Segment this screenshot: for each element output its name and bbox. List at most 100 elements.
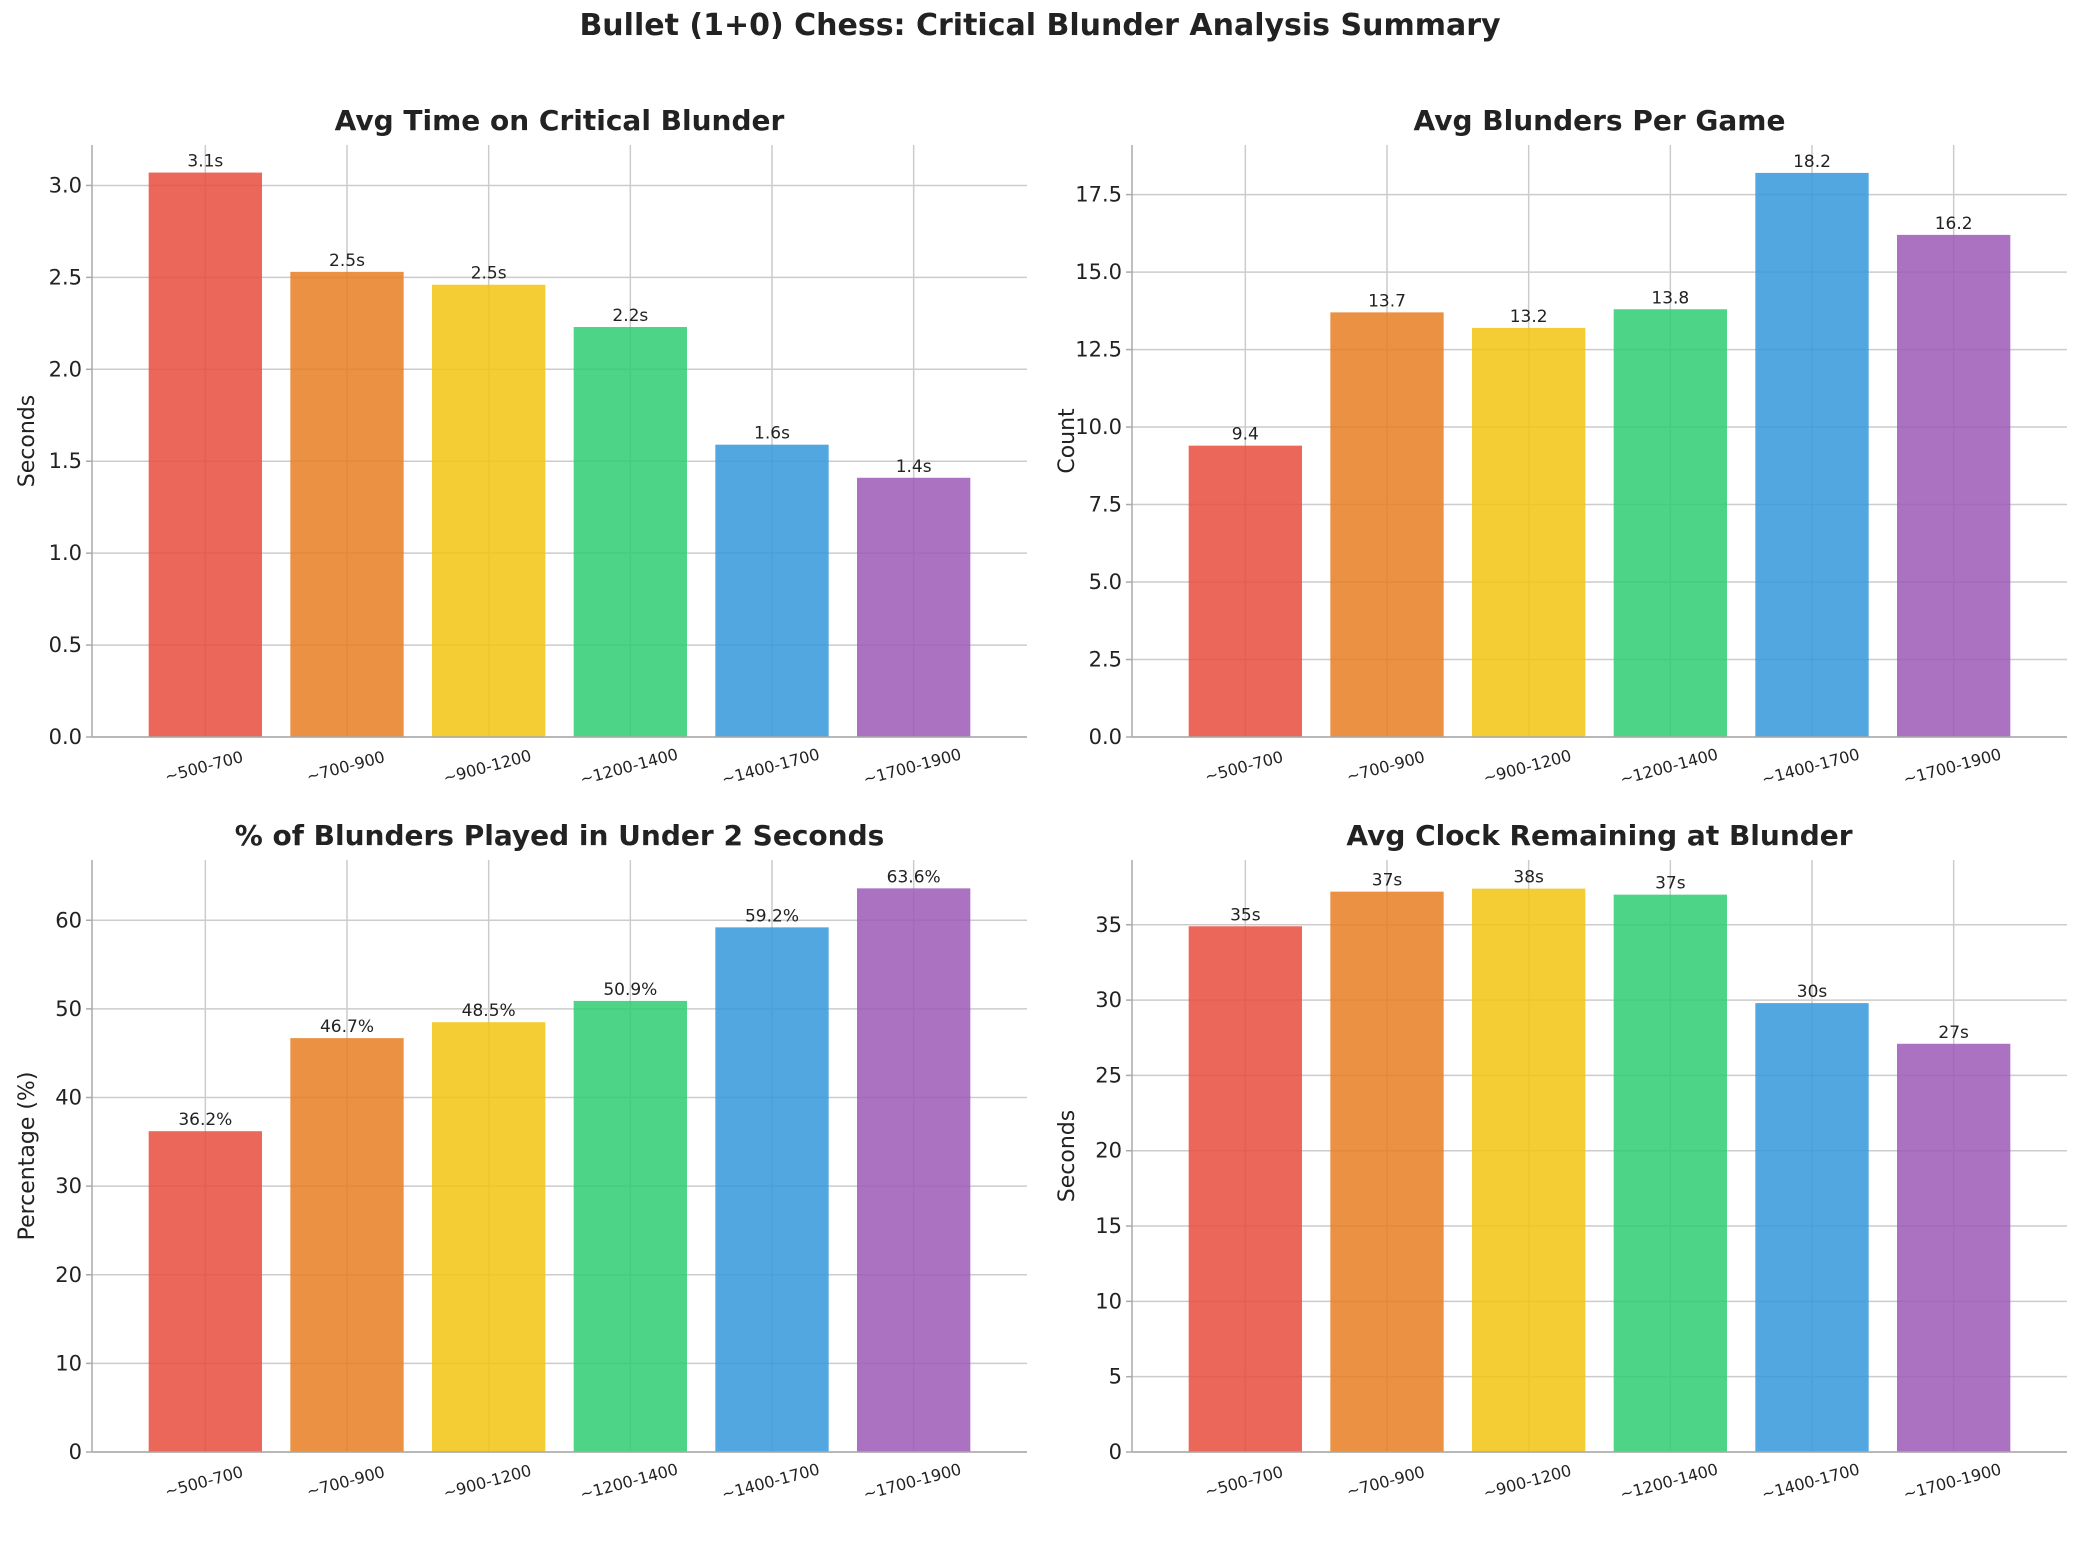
chart-title: Avg Clock Remaining at Blunder	[1346, 819, 1852, 852]
bar	[573, 1000, 687, 1452]
x-tick-label: ~1400-1700	[1760, 744, 1862, 788]
y-tick-label: 20	[1095, 1139, 1122, 1163]
bar	[290, 271, 404, 737]
figure-title: Bullet (1+0) Chess: Critical Blunder Ana…	[579, 8, 1501, 43]
data-label: 1.4s	[896, 457, 932, 477]
y-tick-label: 3.0	[49, 173, 82, 197]
x-tick-label: ~700-900	[304, 747, 386, 786]
data-label: 16.2	[1935, 214, 1973, 234]
x-tick-label: ~500-700	[163, 747, 245, 786]
data-label: 13.8	[1651, 288, 1689, 308]
x-tick-label: ~1700-1900	[1901, 744, 2003, 788]
data-label: 35s	[1230, 905, 1261, 925]
x-tick-label: ~700-900	[1344, 1462, 1426, 1501]
x-tick-label: ~700-900	[1344, 747, 1426, 786]
data-label: 38s	[1513, 868, 1544, 888]
data-label: 2.2s	[612, 306, 648, 326]
bar	[715, 927, 829, 1452]
data-label: 46.7%	[320, 1017, 374, 1037]
bar	[290, 1038, 404, 1452]
bar	[432, 284, 546, 737]
y-tick-label: 20	[55, 1263, 82, 1287]
data-label: 13.7	[1368, 291, 1406, 311]
chart-pct-blunders-under-2s: 36.2% 46.7% 48.5% 50.9% 59.2% 63.6% 0 10 20 30 40 5…	[0, 815, 1040, 1555]
chart-avg-clock-remaining: 35s 37s 38s 37s 30s 27s 0 5 10 15 20 25 30 35 ~500-700…	[1040, 815, 2080, 1555]
data-label: 63.6%	[887, 867, 941, 887]
chart-title: Avg Blunders Per Game	[1414, 104, 1786, 137]
y-tick-label: 5	[1109, 1365, 1122, 1389]
chart-2-svg: 36.2% 46.7% 48.5% 50.9% 59.2% 63.6% 0 10 20 30 40 5…	[15, 819, 1027, 1504]
bar	[1472, 327, 1586, 737]
chart-1-svg: 9.4 13.7 13.2 13.8 18.2 16.2 0.0 2.5 5.0 7.5 10.0 1…	[1055, 104, 2067, 789]
bar	[1613, 309, 1727, 737]
data-label: 2.5s	[471, 264, 507, 284]
bar	[148, 172, 262, 737]
y-tick-label: 1.0	[49, 541, 82, 565]
y-tick-label: 10	[55, 1351, 82, 1375]
y-tick-label: 2.0	[49, 357, 82, 381]
bar	[1613, 894, 1727, 1452]
bar	[148, 1131, 262, 1452]
x-tick-label: ~1200-1400	[1618, 744, 1720, 788]
bar	[1755, 1003, 1869, 1452]
x-tick-label: ~1400-1700	[1760, 1459, 1862, 1503]
x-tick-label: ~900-1200	[1481, 1461, 1573, 1503]
x-tick-label: ~1400-1700	[720, 1459, 822, 1503]
bar	[573, 327, 687, 737]
x-tick-label: ~500-700	[1203, 747, 1285, 786]
data-label: 30s	[1797, 982, 1828, 1002]
data-label: 13.2	[1510, 307, 1548, 327]
bar	[1330, 891, 1444, 1452]
y-tick-label: 0.5	[49, 633, 82, 657]
x-tick-label: ~1200-1400	[1618, 1459, 1720, 1503]
y-tick-label: 1.5	[49, 449, 82, 473]
chart-avg-time-on-critical-blunder: 3.1s 2.5s 2.5s 2.2s 1.6s 1.4s 0.0 0.5 1.0 1.5 2.0 2…	[0, 100, 1040, 840]
chart-0-svg: 3.1s 2.5s 2.5s 2.2s 1.6s 1.4s 0.0 0.5 1.0 1.5 2.0 2…	[15, 104, 1027, 789]
x-tick-label: ~1400-1700	[720, 744, 822, 788]
data-label: 50.9%	[603, 980, 657, 1000]
y-tick-label: 5.0	[1089, 570, 1122, 594]
bar	[1188, 445, 1302, 737]
y-tick-label: 10.0	[1075, 415, 1122, 439]
bar	[1897, 234, 2011, 737]
x-tick-label: ~1200-1400	[578, 744, 680, 788]
x-tick-label: ~1700-1900	[861, 1459, 963, 1503]
y-tick-label: 15.0	[1075, 260, 1122, 284]
y-tick-label: 15	[1095, 1214, 1122, 1238]
y-tick-label: 10	[1095, 1289, 1122, 1313]
bar	[1188, 926, 1302, 1452]
y-tick-label: 30	[55, 1174, 82, 1198]
x-tick-label: ~700-900	[304, 1462, 386, 1501]
y-tick-label: 0.0	[49, 725, 82, 749]
y-tick-label: 2.5	[49, 265, 82, 289]
data-label: 1.6s	[754, 424, 790, 444]
data-label: 3.1s	[187, 152, 223, 172]
x-tick-label: ~900-1200	[441, 1461, 533, 1503]
chart-avg-blunders-per-game: 9.4 13.7 13.2 13.8 18.2 16.2 0.0 2.5 5.0 7.5 10.0 1…	[1040, 100, 2080, 840]
y-axis-label: Seconds	[1055, 1110, 1080, 1202]
bar	[1330, 312, 1444, 737]
bar	[1897, 1043, 2011, 1452]
bar	[432, 1022, 546, 1452]
data-label: 48.5%	[462, 1001, 516, 1021]
data-label: 27s	[1938, 1023, 1969, 1043]
y-tick-label: 50	[55, 997, 82, 1021]
y-tick-label: 0	[69, 1440, 82, 1464]
bar	[715, 444, 829, 737]
y-tick-label: 0	[1109, 1440, 1122, 1464]
chart-title: Avg Time on Critical Blunder	[335, 104, 785, 137]
y-tick-label: 25	[1095, 1063, 1122, 1087]
y-tick-label: 40	[55, 1086, 82, 1110]
x-tick-label: ~1700-1900	[861, 744, 963, 788]
bar	[1755, 172, 1869, 738]
bar	[1472, 888, 1586, 1452]
data-label: 37s	[1372, 871, 1403, 891]
x-tick-label: ~500-700	[163, 1462, 245, 1501]
y-axis-label: Count	[1055, 408, 1080, 474]
y-tick-label: 12.5	[1075, 338, 1122, 362]
chart-title: % of Blunders Played in Under 2 Seconds	[235, 819, 885, 852]
y-tick-label: 30	[1095, 988, 1122, 1012]
y-axis-label: Seconds	[15, 395, 40, 487]
y-tick-label: 35	[1095, 913, 1122, 937]
y-axis-label: Percentage (%)	[15, 1072, 40, 1241]
